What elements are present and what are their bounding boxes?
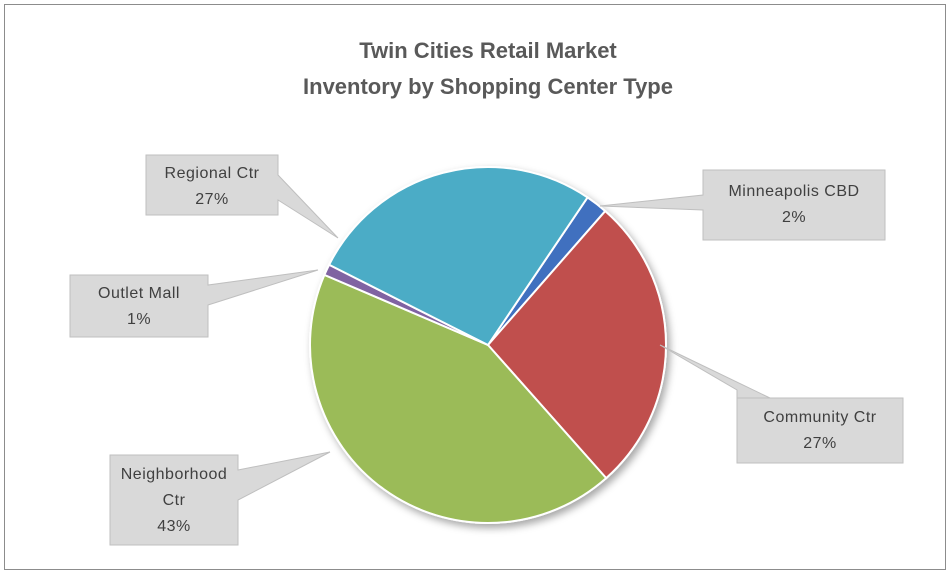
pie-slice (486, 209, 667, 480)
callout (109, 451, 331, 546)
callouts (69, 154, 904, 546)
label-name: Neighborhood Ctr (120, 466, 228, 509)
data-label: Outlet Mall 1% (70, 281, 208, 333)
data-label: Minneapolis CBD 2% (703, 179, 885, 231)
label-name: Regional Ctr (164, 165, 260, 182)
chart-title: Inventory by Shopping Center Type (303, 74, 673, 99)
data-label: Neighborhood Ctr 43% (112, 462, 236, 540)
chart-title: Twin Cities Retail Market (359, 38, 617, 63)
label-name: Minneapolis CBD (728, 183, 860, 200)
callout (599, 169, 886, 241)
label-value: 43% (157, 518, 191, 535)
pie (309, 166, 667, 524)
label-value: 1% (126, 311, 152, 328)
callout (145, 154, 339, 239)
callout (69, 269, 319, 338)
pie-slice (327, 166, 589, 347)
label-value: 27% (803, 435, 837, 452)
pie-slice (309, 273, 608, 524)
label-value: 2% (781, 209, 807, 226)
label-name: Outlet Mall (98, 285, 180, 302)
label-name: Community Ctr (763, 409, 877, 426)
data-label: Community Ctr 27% (737, 405, 903, 457)
callout (659, 344, 904, 464)
label-value: 27% (195, 191, 229, 208)
data-label: Regional Ctr 27% (146, 161, 278, 213)
